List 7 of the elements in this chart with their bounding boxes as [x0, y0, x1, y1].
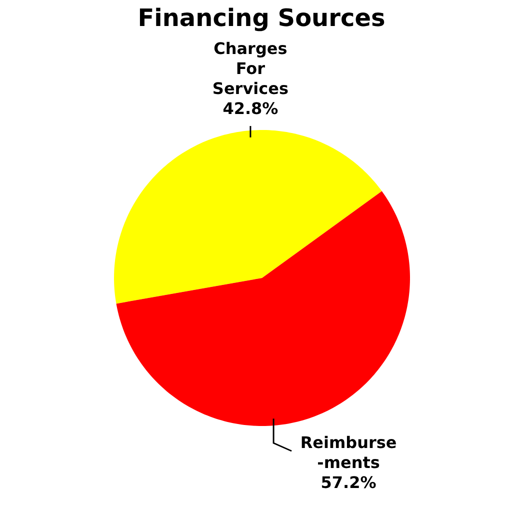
- pie-slice: [114, 130, 382, 304]
- data-label: 57.2%: [320, 473, 376, 492]
- slice-label: Charges For Services: [212, 39, 288, 98]
- chart-title: Financing Sources: [138, 4, 386, 32]
- data-label: 42.8%: [222, 99, 278, 118]
- pie-slice: [116, 191, 410, 426]
- slice-label: Reimburse-ments: [300, 433, 397, 472]
